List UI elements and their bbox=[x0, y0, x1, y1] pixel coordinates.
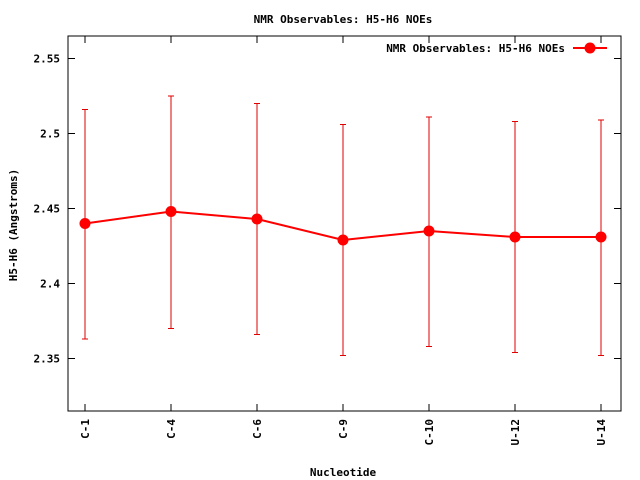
chart-title: NMR Observables: H5-H6 NOEs bbox=[254, 13, 433, 26]
x-tick-label: C-1 bbox=[79, 419, 92, 439]
x-tick-label: C-6 bbox=[251, 419, 264, 439]
x-tick-label: C-10 bbox=[423, 419, 436, 446]
x-tick-label: U-14 bbox=[595, 419, 608, 446]
x-axis-label: Nucleotide bbox=[310, 466, 377, 479]
data-point bbox=[423, 225, 435, 237]
y-axis-label: H5-H6 (Angstroms) bbox=[7, 169, 20, 282]
x-tick-label: C-4 bbox=[165, 419, 178, 439]
y-tick-label: 2.5 bbox=[40, 128, 60, 141]
y-tick-label: 2.55 bbox=[34, 53, 61, 66]
data-point bbox=[595, 231, 607, 243]
x-tick-label: C-9 bbox=[337, 419, 350, 439]
data-point bbox=[251, 213, 263, 225]
legend-marker bbox=[584, 42, 596, 54]
data-point bbox=[509, 231, 521, 243]
legend: NMR Observables: H5-H6 NOEs bbox=[386, 42, 607, 55]
y-tick-label: 2.45 bbox=[34, 203, 61, 216]
plot-area: 2.35 2.4 2.45 2.5 2.55 C-1 C-4 C-6 C-9 C-10 U-12 U-… bbox=[34, 35, 622, 446]
x-tick-label: U-12 bbox=[509, 419, 522, 446]
data-point bbox=[337, 234, 349, 246]
y-tick-label: 2.4 bbox=[40, 278, 60, 291]
data-point bbox=[165, 206, 177, 217]
legend-label: NMR Observables: H5-H6 NOEs bbox=[386, 42, 565, 55]
data-point bbox=[79, 218, 91, 229]
plot-frame bbox=[67, 35, 622, 412]
y-tick-label: 2.35 bbox=[34, 353, 61, 366]
